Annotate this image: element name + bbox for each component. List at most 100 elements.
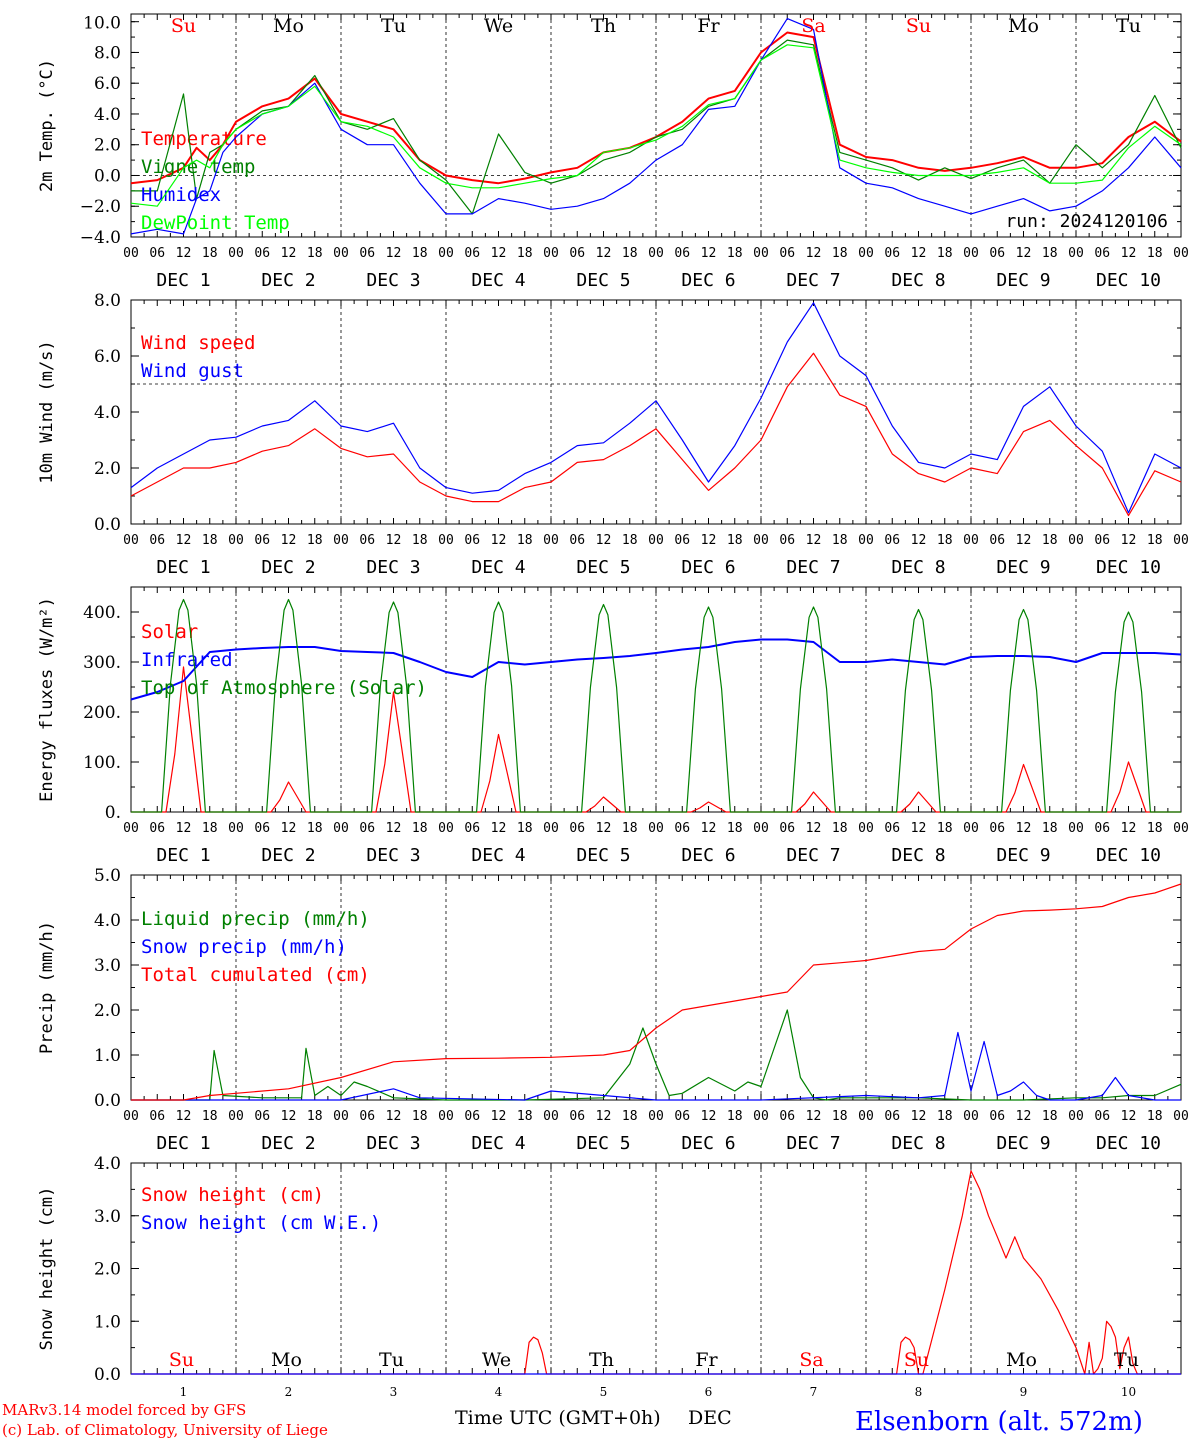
legend-entry: Liquid precip (mm/h) bbox=[141, 908, 370, 930]
hour-tick-label: 00 bbox=[963, 821, 979, 836]
hour-tick-label: 18 bbox=[412, 246, 428, 261]
hour-tick-label: 18 bbox=[1147, 821, 1163, 836]
hour-tick-label: 18 bbox=[937, 821, 953, 836]
day-label: DEC 3 bbox=[366, 1133, 420, 1154]
series-line-vigne-temp bbox=[131, 39, 1182, 215]
series-line-dewpoint-temp bbox=[130, 44, 1182, 207]
hour-tick-label: 12 bbox=[806, 1109, 822, 1124]
y-tick-label: 0. bbox=[105, 803, 121, 823]
hour-tick-label: 06 bbox=[254, 821, 270, 836]
hour-tick-label: 18 bbox=[1147, 246, 1163, 261]
hour-tick-label: 00 bbox=[123, 1109, 139, 1124]
hour-tick-label: 12 bbox=[596, 821, 612, 836]
day-label: DEC 7 bbox=[786, 557, 840, 578]
hour-tick-label: 00 bbox=[228, 821, 244, 836]
hour-tick-label: 00 bbox=[1068, 821, 1084, 836]
y-tick-label: 0.0 bbox=[94, 166, 121, 186]
series-line-wind-gust bbox=[130, 302, 1182, 514]
legend-entry: Snow height (cm) bbox=[141, 1184, 324, 1206]
hour-tick-label: 00 bbox=[648, 533, 664, 548]
hour-tick-label: 18 bbox=[202, 533, 218, 548]
hour-tick-label: 06 bbox=[359, 246, 375, 261]
bottom-x-axis-label-month: DEC bbox=[688, 1407, 732, 1429]
weekday-label: Su bbox=[169, 1349, 194, 1371]
y-tick-label: 0.0 bbox=[94, 1365, 121, 1385]
hour-tick-label: 00 bbox=[1068, 1109, 1084, 1124]
hour-tick-label: 06 bbox=[254, 1109, 270, 1124]
y-tick-label: 2.0 bbox=[94, 1260, 121, 1280]
day-label: DEC 2 bbox=[261, 270, 315, 291]
hour-tick-label: 18 bbox=[517, 246, 533, 261]
hour-tick-label: 06 bbox=[989, 246, 1005, 261]
hour-tick-label: 18 bbox=[1147, 533, 1163, 548]
day-number: 9 bbox=[1020, 1385, 1028, 1399]
hour-tick-label: 06 bbox=[779, 246, 795, 261]
hour-tick-label: 12 bbox=[1016, 533, 1032, 548]
legend-entry: Snow height (cm W.E.) bbox=[141, 1212, 381, 1234]
legend-entry: Humidex bbox=[141, 184, 221, 206]
hour-tick-label: 12 bbox=[176, 533, 192, 548]
y-tick-label: 5.0 bbox=[94, 866, 121, 886]
weekday-label: Su bbox=[906, 15, 931, 37]
y-tick-label: 4.0 bbox=[94, 1154, 121, 1174]
hour-tick-label: 06 bbox=[989, 1109, 1005, 1124]
weekday-label: Th bbox=[591, 15, 616, 37]
hour-tick-label: 00 bbox=[543, 246, 559, 261]
hour-tick-label: 06 bbox=[674, 821, 690, 836]
hour-tick-label: 18 bbox=[622, 821, 638, 836]
hour-tick-label: 18 bbox=[202, 1109, 218, 1124]
hour-tick-label: 12 bbox=[281, 246, 297, 261]
day-label: DEC 3 bbox=[366, 270, 420, 291]
hour-tick-label: 00 bbox=[1068, 533, 1084, 548]
legend-entry: DewPoint Temp bbox=[141, 212, 290, 234]
hour-tick-label: 00 bbox=[963, 1109, 979, 1124]
hour-tick-label: 00 bbox=[228, 246, 244, 261]
legend-entry: Solar bbox=[141, 621, 198, 643]
hour-tick-label: 06 bbox=[1094, 1109, 1110, 1124]
hour-tick-label: 00 bbox=[543, 533, 559, 548]
hour-tick-label: 18 bbox=[622, 533, 638, 548]
hour-tick-label: 12 bbox=[491, 533, 507, 548]
hour-tick-label: 00 bbox=[438, 246, 454, 261]
hour-tick-label: 12 bbox=[176, 246, 192, 261]
hour-tick-label: 00 bbox=[228, 533, 244, 548]
hour-tick-label: 12 bbox=[596, 533, 612, 548]
day-label: DEC 1 bbox=[156, 1133, 210, 1154]
series-line-top-of-atmosphere-solar- bbox=[131, 598, 1181, 813]
weekday-label: Sa bbox=[801, 15, 825, 37]
hour-tick-label: 12 bbox=[806, 246, 822, 261]
hour-tick-label: 06 bbox=[989, 533, 1005, 548]
hour-tick-label: 06 bbox=[149, 821, 165, 836]
y-tick-label: 6.0 bbox=[94, 74, 121, 94]
hour-tick-label: 12 bbox=[701, 246, 717, 261]
day-label: DEC 5 bbox=[576, 845, 630, 866]
y-tick-label: −2.0 bbox=[80, 197, 121, 217]
hour-tick-label: 12 bbox=[386, 1109, 402, 1124]
hour-tick-label: 00 bbox=[963, 533, 979, 548]
hour-tick-label: 18 bbox=[202, 821, 218, 836]
y-tick-label: 0.0 bbox=[94, 515, 121, 535]
y-tick-label: 100. bbox=[83, 753, 121, 773]
legend-entry: Temperature bbox=[141, 128, 267, 150]
weekday-label: Tu bbox=[379, 1349, 404, 1371]
hour-tick-label: 06 bbox=[779, 821, 795, 836]
hour-tick-label: 00 bbox=[438, 1109, 454, 1124]
hour-tick-label: 12 bbox=[596, 246, 612, 261]
hour-tick-label: 06 bbox=[779, 533, 795, 548]
hour-tick-label: 06 bbox=[464, 821, 480, 836]
day-label: DEC 4 bbox=[471, 270, 525, 291]
hour-tick-label: 18 bbox=[1042, 533, 1058, 548]
weekday-label: We bbox=[484, 15, 513, 37]
hour-tick-label: 00 bbox=[753, 533, 769, 548]
hour-tick-label: 06 bbox=[464, 1109, 480, 1124]
hour-tick-label: 06 bbox=[884, 246, 900, 261]
weekday-label: Tu bbox=[1114, 1349, 1139, 1371]
hour-tick-label: 06 bbox=[1094, 246, 1110, 261]
hour-tick-label: 06 bbox=[569, 246, 585, 261]
hour-tick-label: 06 bbox=[149, 533, 165, 548]
hour-tick-label: 06 bbox=[359, 533, 375, 548]
hour-tick-label: 18 bbox=[727, 821, 743, 836]
y-axis-label: 10m Wind (m/s) bbox=[37, 340, 57, 483]
hour-tick-label: 12 bbox=[806, 533, 822, 548]
day-label: DEC 8 bbox=[891, 845, 945, 866]
